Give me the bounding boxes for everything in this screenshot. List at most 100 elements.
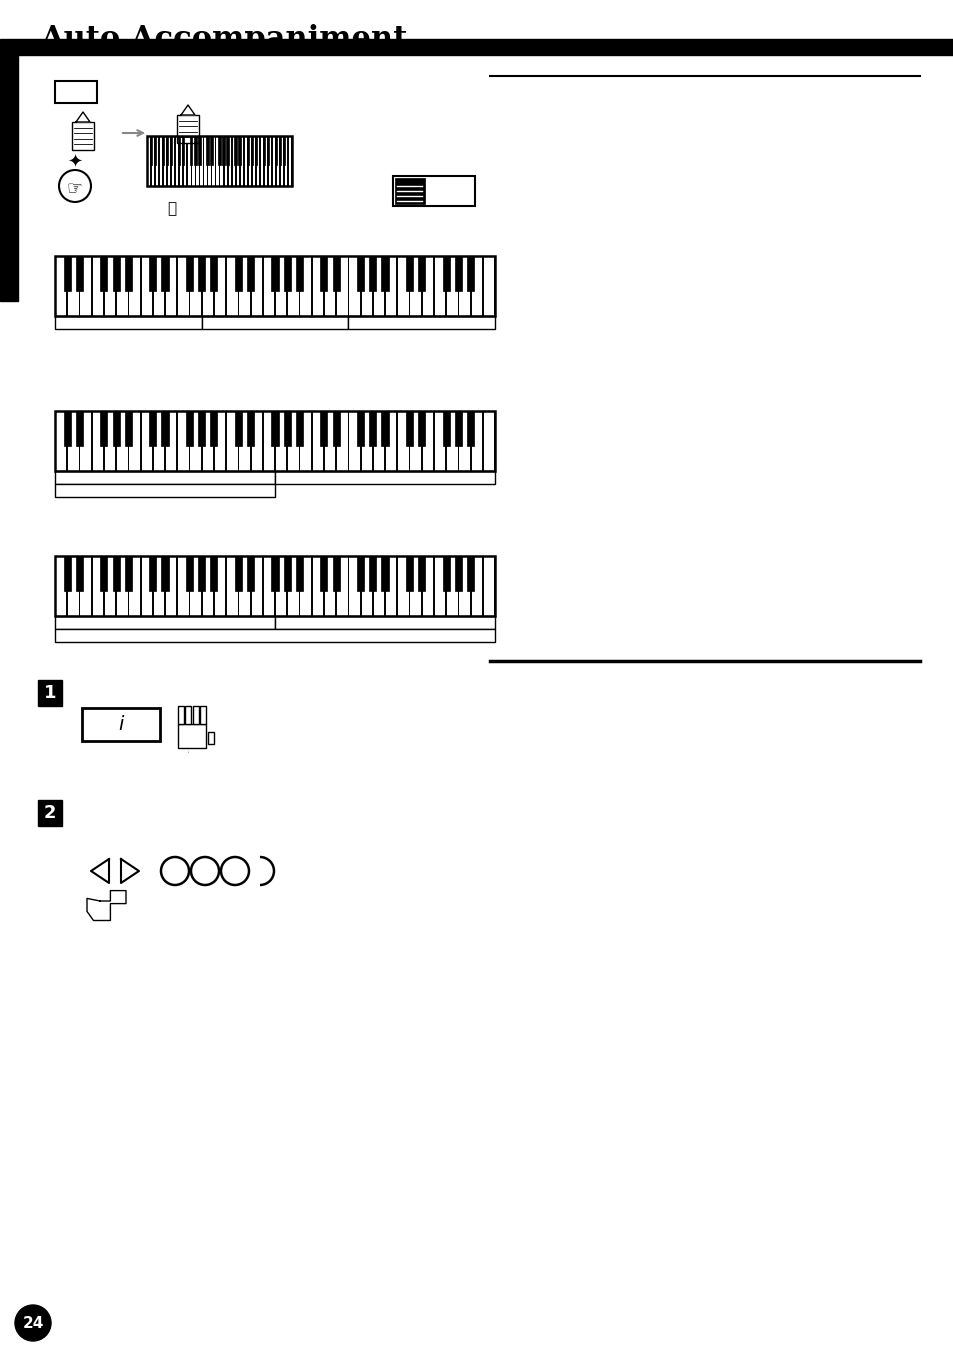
Bar: [100, 255, 108, 290]
Bar: [467, 411, 474, 446]
Bar: [335, 411, 347, 471]
Bar: [251, 136, 253, 165]
Bar: [252, 136, 254, 186]
Bar: [287, 557, 298, 616]
Bar: [482, 557, 494, 616]
Bar: [396, 255, 408, 316]
Bar: [140, 557, 152, 616]
Bar: [243, 136, 247, 186]
Bar: [348, 411, 359, 471]
Bar: [91, 255, 103, 316]
Bar: [55, 255, 495, 316]
Bar: [409, 411, 420, 471]
Bar: [198, 411, 205, 446]
Bar: [434, 411, 445, 471]
Bar: [190, 411, 201, 471]
Bar: [55, 616, 274, 630]
Bar: [201, 557, 213, 616]
Bar: [470, 255, 481, 316]
Bar: [55, 411, 495, 471]
Bar: [335, 255, 347, 316]
Bar: [262, 255, 274, 316]
Bar: [467, 557, 474, 590]
Bar: [238, 255, 250, 316]
Bar: [179, 136, 182, 186]
Bar: [201, 255, 213, 316]
Bar: [417, 557, 425, 590]
Bar: [274, 616, 495, 630]
Text: Auto Accompaniment: Auto Accompaniment: [40, 24, 407, 55]
Bar: [333, 557, 339, 590]
Bar: [385, 557, 396, 616]
Bar: [159, 136, 162, 186]
Bar: [152, 557, 164, 616]
Bar: [373, 255, 384, 316]
Bar: [385, 255, 396, 316]
Bar: [187, 136, 191, 186]
Bar: [112, 411, 119, 446]
Bar: [166, 136, 168, 165]
Bar: [356, 411, 364, 446]
Bar: [76, 557, 83, 590]
Bar: [199, 136, 202, 186]
Text: 2: 2: [44, 804, 56, 821]
Bar: [442, 411, 449, 446]
Bar: [55, 557, 67, 616]
Bar: [421, 557, 433, 616]
Bar: [373, 411, 384, 471]
Bar: [198, 136, 200, 165]
Bar: [409, 557, 420, 616]
Bar: [274, 136, 276, 165]
Bar: [198, 255, 205, 290]
Bar: [254, 136, 256, 165]
Bar: [125, 411, 132, 446]
Bar: [434, 557, 445, 616]
Bar: [215, 136, 218, 186]
Bar: [238, 557, 250, 616]
Bar: [234, 136, 236, 165]
Bar: [194, 136, 196, 165]
Bar: [312, 557, 323, 616]
Text: 🤚: 🤚: [168, 201, 176, 216]
Bar: [171, 136, 174, 186]
Bar: [324, 255, 335, 316]
Bar: [442, 255, 449, 290]
Polygon shape: [76, 112, 90, 122]
Bar: [279, 136, 283, 186]
Bar: [396, 411, 408, 471]
Circle shape: [15, 1305, 51, 1342]
Bar: [251, 411, 262, 471]
Bar: [335, 557, 347, 616]
Bar: [262, 557, 274, 616]
Bar: [219, 136, 222, 186]
Bar: [116, 255, 128, 316]
Bar: [208, 732, 213, 744]
Bar: [153, 136, 156, 165]
Bar: [79, 411, 91, 471]
Bar: [140, 411, 152, 471]
Bar: [299, 411, 311, 471]
Bar: [151, 136, 154, 186]
Bar: [55, 411, 67, 471]
Bar: [455, 557, 461, 590]
Polygon shape: [91, 859, 109, 884]
Bar: [264, 136, 267, 186]
Bar: [129, 411, 139, 471]
Bar: [129, 557, 139, 616]
Bar: [255, 136, 258, 186]
Bar: [251, 557, 262, 616]
Bar: [360, 255, 372, 316]
Bar: [152, 255, 164, 316]
Bar: [348, 316, 495, 330]
Bar: [299, 557, 311, 616]
Bar: [190, 255, 201, 316]
Bar: [55, 316, 201, 330]
Bar: [360, 411, 372, 471]
Bar: [247, 411, 253, 446]
Bar: [396, 557, 408, 616]
Bar: [287, 411, 298, 471]
Bar: [185, 707, 192, 724]
Bar: [239, 136, 243, 186]
Bar: [210, 557, 217, 590]
Bar: [67, 411, 78, 471]
